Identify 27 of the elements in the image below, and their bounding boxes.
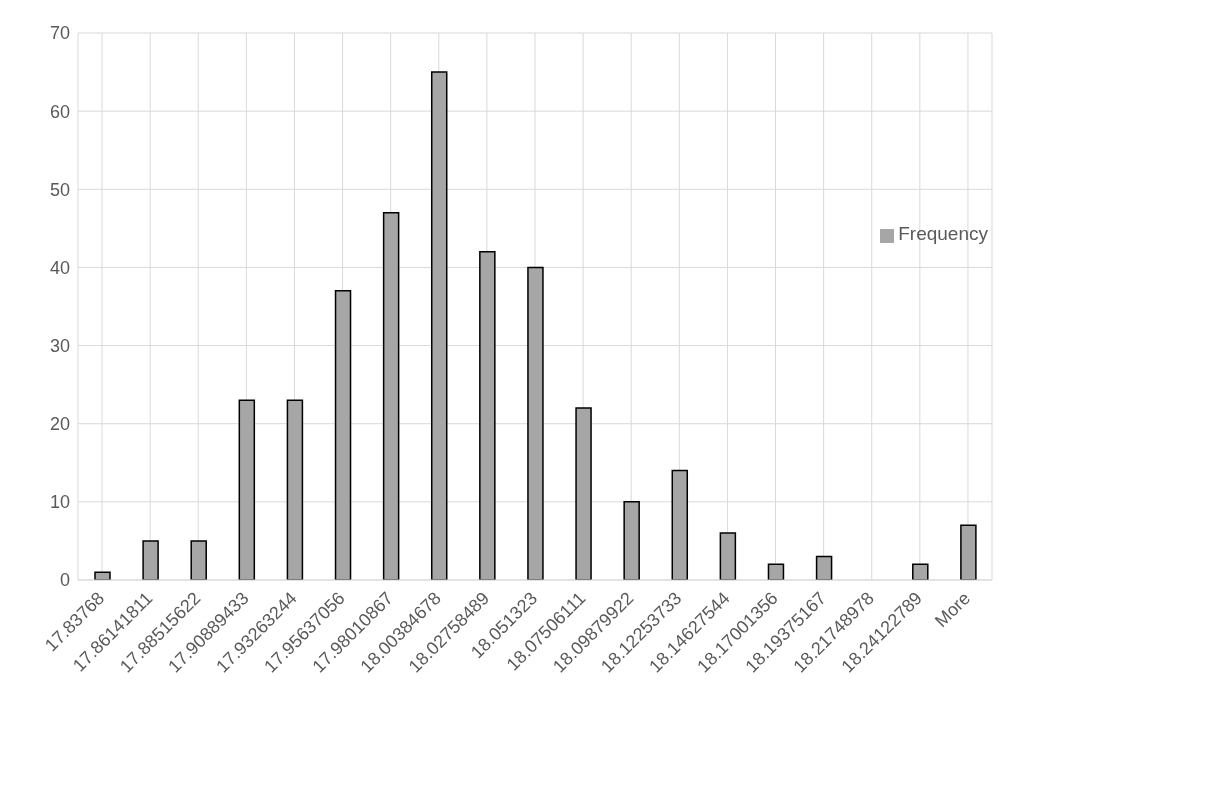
- bar: [334, 290, 352, 580]
- y-tick-label: 30: [49, 335, 70, 356]
- bar: [382, 211, 400, 580]
- y-tick-label: 50: [49, 179, 70, 200]
- y-tick-label: 20: [49, 414, 70, 435]
- bar: [575, 407, 592, 580]
- bar: [623, 501, 640, 580]
- y-tick-label: 60: [49, 101, 70, 122]
- bar: [94, 571, 111, 580]
- bar: [479, 251, 496, 580]
- bar: [286, 399, 304, 580]
- legend-label: Frequency: [898, 223, 988, 244]
- bar: [527, 266, 544, 580]
- bar: [142, 540, 159, 580]
- bar: [671, 469, 689, 580]
- bar: [719, 532, 737, 580]
- y-tick-label: 40: [49, 257, 70, 278]
- bar: [190, 540, 207, 580]
- bar: [238, 399, 256, 580]
- y-tick-label: 10: [49, 492, 70, 513]
- bar: [815, 555, 833, 580]
- bar: [912, 563, 929, 580]
- y-tick-label: 70: [49, 23, 70, 44]
- bar: [430, 71, 448, 580]
- bar: [767, 563, 785, 580]
- y-tick-label: 0: [59, 570, 70, 591]
- bar: [960, 524, 977, 580]
